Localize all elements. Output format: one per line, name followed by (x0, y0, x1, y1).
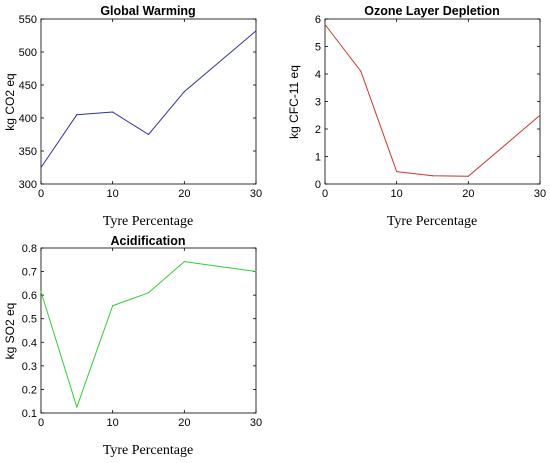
data-point (431, 175, 434, 177)
y-tick-label: 5 (315, 42, 321, 54)
data-point (360, 70, 362, 72)
data-point (40, 166, 42, 169)
x-tick-label: 10 (107, 188, 119, 200)
data-point (76, 114, 78, 116)
x-tick-label: 20 (178, 417, 190, 429)
y-tick-label: 0.2 (22, 384, 37, 396)
data-point (255, 270, 257, 273)
x-axis-label: Tyre Percentage (387, 214, 477, 229)
plot-frame (40, 18, 257, 185)
x-axis-label: Tyre Percentage (103, 443, 193, 458)
plot-frame (40, 247, 257, 414)
y-tick-label: 0.5 (22, 314, 37, 326)
y-tick-label: 300 (19, 179, 37, 191)
data-point (324, 23, 326, 26)
x-tick-label: 30 (250, 188, 262, 200)
data-point (539, 114, 541, 116)
y-tick-label: 0.1 (22, 408, 37, 420)
x-tick-label: 0 (322, 188, 328, 200)
y-tick-label: 450 (19, 80, 37, 92)
chart-ozone-layer-depletion: Ozone Layer Depletion kg CFC-11 eq Tyre … (287, 4, 546, 229)
data-point (467, 175, 469, 177)
x-tick-label: 10 (391, 188, 403, 200)
data-point (255, 30, 257, 32)
y-axis-label: kg SO2 eq (3, 303, 17, 360)
x-tick-label: 20 (462, 188, 474, 200)
chart-global-warming: Global Warming kg CO2 eq Tyre Percentage… (3, 4, 262, 229)
y-tick-label: 2 (315, 124, 321, 136)
data-point (147, 133, 150, 136)
plot-frame (324, 18, 541, 185)
y-tick-label: 400 (19, 113, 37, 125)
data-point (76, 406, 78, 408)
y-tick-label: 1 (315, 152, 321, 164)
x-tick-label: 10 (107, 417, 119, 429)
data-point (396, 171, 398, 173)
y-tick-label: 350 (19, 146, 37, 158)
y-tick-label: 550 (19, 14, 37, 26)
data-point (112, 111, 114, 113)
y-tick-label: 0.8 (22, 243, 37, 255)
data-point (40, 291, 42, 293)
y-tick-label: 3 (315, 97, 321, 109)
data-point (183, 91, 185, 93)
chart-title: Ozone Layer Depletion (364, 4, 499, 18)
data-point (147, 292, 150, 294)
y-tick-label: 500 (19, 47, 37, 59)
data-point (112, 305, 114, 307)
y-tick-label: 0 (315, 179, 321, 191)
y-tick-label: 0.7 (22, 267, 37, 279)
x-tick-label: 0 (38, 188, 44, 200)
data-point (183, 261, 185, 263)
x-tick-label: 20 (178, 188, 190, 200)
y-tick-label: 0.4 (22, 337, 37, 349)
x-tick-label: 30 (250, 417, 262, 429)
y-axis-label: kg CFC-11 eq (287, 65, 301, 139)
x-tick-label: 0 (38, 417, 44, 429)
series-line (40, 261, 257, 408)
series-line (40, 30, 257, 168)
chart-acidification: Acidification kg SO2 eq Tyre Percentage … (3, 234, 262, 458)
y-axis-label: kg CO2 eq (3, 73, 17, 130)
y-tick-label: 0.6 (22, 290, 37, 302)
y-tick-label: 6 (315, 14, 321, 26)
y-tick-label: 4 (315, 69, 321, 81)
x-tick-label: 30 (534, 188, 546, 200)
chart-title: Acidification (110, 234, 185, 248)
series-line (324, 24, 541, 177)
chart-title: Global Warming (100, 4, 195, 18)
x-axis-label: Tyre Percentage (103, 214, 193, 229)
y-tick-label: 0.3 (22, 361, 37, 373)
